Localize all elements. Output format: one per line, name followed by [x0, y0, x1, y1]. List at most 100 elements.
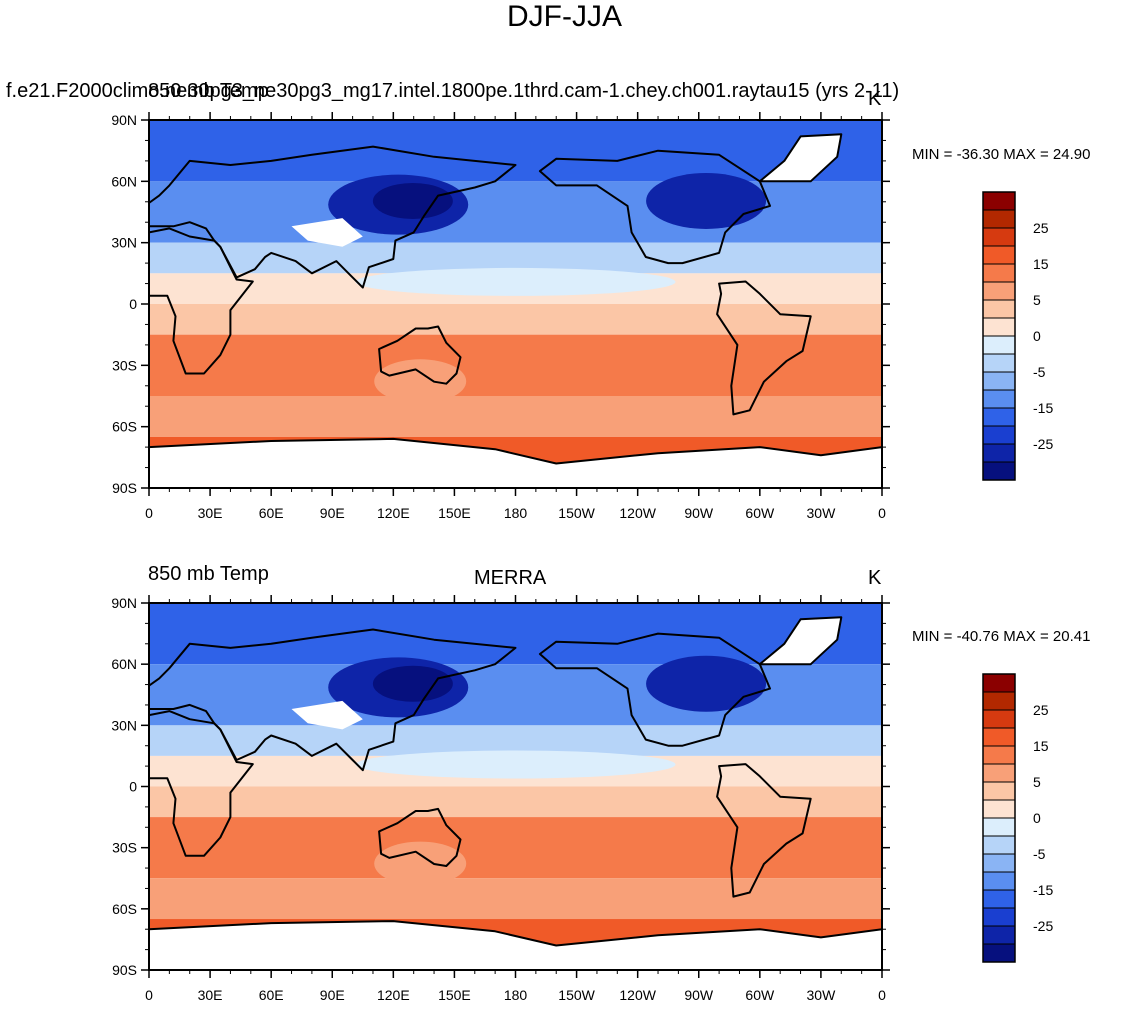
temperature-band [149, 334, 882, 396]
lon-label: 150E [438, 987, 471, 1003]
coastline-antarctica [149, 437, 882, 488]
lon-label: 30W [807, 987, 837, 1003]
colorbar-label: -25 [1033, 918, 1053, 934]
lat-label: 90S [112, 480, 137, 496]
colorbar-swatch [982, 691, 1016, 711]
cold-core-siberia [372, 665, 453, 702]
colorbar-swatch [982, 817, 1016, 837]
lat-label: 30S [112, 840, 137, 856]
coastline-africa [149, 710, 254, 857]
panel1-overlap-title: 850 mb Temp [148, 80, 269, 102]
lat-label: 0 [129, 296, 137, 312]
lat-label: 60N [111, 656, 137, 672]
colorbar-frame [982, 191, 1016, 481]
lon-label: 0 [878, 505, 886, 521]
panel1-left-title: f.e21.F2000climo.ne30pg3_ne30pg3_mg17.in… [6, 80, 900, 102]
colorbar-swatch [982, 835, 1016, 855]
coastline-africa [149, 227, 254, 375]
colorbar-label: 25 [1033, 220, 1049, 236]
lat-label: 90S [112, 962, 137, 978]
colorbar-swatch [982, 263, 1016, 283]
lon-label: 150W [558, 505, 595, 521]
lon-label: 120E [377, 987, 410, 1003]
lon-label: 120W [619, 987, 656, 1003]
colorbar-swatch [982, 389, 1016, 409]
lon-label: 60E [259, 987, 284, 1003]
lon-label: 30E [198, 987, 223, 1003]
temperature-band [149, 786, 882, 818]
colorbar-swatch [982, 317, 1016, 337]
colorbar-label: -5 [1033, 364, 1046, 380]
colorbar-swatch [982, 425, 1016, 445]
colorbar-swatch [982, 907, 1016, 927]
colorbar-label: 15 [1033, 738, 1049, 754]
panel1-minmax: MIN = -36.30 MAX = 24.90 [912, 146, 1091, 163]
lon-label: 0 [145, 987, 153, 1003]
colorbar-swatch [982, 943, 1016, 963]
equatorial-band [355, 750, 676, 779]
colorbar-swatch [982, 443, 1016, 463]
coastline-australia [378, 807, 462, 867]
panel2-center-title: MERRA [474, 567, 547, 589]
lon-label: 90W [684, 987, 714, 1003]
colorbar-swatch [982, 335, 1016, 355]
colorbar-swatch [982, 727, 1016, 747]
colorbar-swatch [982, 353, 1016, 373]
temperature-band [149, 664, 882, 726]
colorbar-swatch [982, 853, 1016, 873]
colorbar-swatch [982, 745, 1016, 765]
temperature-band [149, 120, 882, 182]
colorbar-swatch [982, 227, 1016, 247]
lon-label: 180 [504, 987, 528, 1003]
greenland-mask [759, 617, 842, 665]
temperature-band [149, 603, 882, 665]
cold-anomaly-north-america [646, 172, 767, 229]
colorbar-swatch [982, 781, 1016, 801]
coastline-samerica [716, 280, 812, 416]
tibet-mask [291, 218, 363, 247]
coastline-namerica [538, 632, 771, 747]
coastline-australia [378, 325, 462, 385]
map-field [149, 603, 882, 970]
colorbar-label: 0 [1033, 328, 1041, 344]
map-field [149, 120, 882, 488]
lon-label: 60E [259, 505, 284, 521]
lat-label: 60S [112, 901, 137, 917]
temperature-band [149, 181, 882, 243]
cold-core-siberia [372, 182, 453, 219]
figure-title: DJF-JJA [507, 0, 622, 33]
equatorial-band [355, 267, 676, 296]
colorbar-swatch [982, 461, 1016, 481]
lat-label: 30N [111, 717, 137, 733]
colorbar-swatch [982, 281, 1016, 301]
colorbar-swatch [982, 763, 1016, 783]
lat-label: 90N [111, 595, 137, 611]
lon-label: 60W [745, 987, 775, 1003]
coastline-antarctica [149, 920, 882, 970]
cold-anomaly-north-america [646, 655, 767, 712]
tibet-mask [291, 700, 363, 730]
colorbar-swatch [982, 245, 1016, 265]
lon-label: 90W [684, 505, 714, 521]
lat-label: 30N [111, 235, 137, 251]
colorbar-swatch [982, 871, 1016, 891]
colorbar-label: -5 [1033, 846, 1046, 862]
colorbar-label: 25 [1033, 702, 1049, 718]
colorbar-label: 15 [1033, 256, 1049, 272]
lon-label: 90E [320, 987, 345, 1003]
map-panel-1: 90N 60N 30N 0 30S 60S 90S 0 30E 60E 90E 120E 150E 180… [111, 112, 1053, 521]
lon-label: 120W [619, 505, 656, 521]
lon-label: 30W [807, 505, 837, 521]
colorbar-swatch [982, 407, 1016, 427]
colorbar-label: -15 [1033, 882, 1053, 898]
lat-label: 30S [112, 357, 137, 373]
warm-anomaly-australia [374, 841, 467, 886]
colorbar-swatch [982, 889, 1016, 909]
map-panel-2: 90N 60N 30N 0 30S 60S 90S 0 30E 60E 90E 120E 150E 180… [111, 595, 1053, 1003]
temperature-band [149, 304, 882, 335]
colorbar-label: -25 [1033, 436, 1053, 452]
colorbar-label: 0 [1033, 810, 1041, 826]
colorbar-frame [982, 673, 1016, 963]
coastline-eurasia [149, 628, 517, 772]
